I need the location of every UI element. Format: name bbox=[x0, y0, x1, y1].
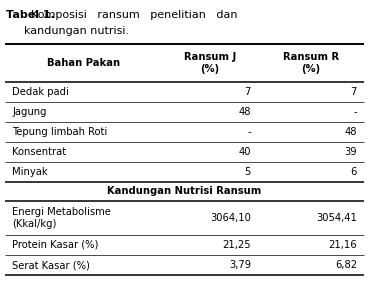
Text: 7: 7 bbox=[351, 87, 357, 97]
Text: 40: 40 bbox=[238, 147, 251, 157]
Text: Kandungan Nutrisi Ransum: Kandungan Nutrisi Ransum bbox=[107, 186, 262, 197]
Text: Jagung: Jagung bbox=[12, 107, 46, 117]
Text: 5: 5 bbox=[245, 167, 251, 177]
Text: Tepung limbah Roti: Tepung limbah Roti bbox=[12, 127, 107, 137]
Text: Ransum R
(%): Ransum R (%) bbox=[283, 52, 339, 74]
Text: 6: 6 bbox=[351, 167, 357, 177]
Text: 48: 48 bbox=[345, 127, 357, 137]
Text: 3054,41: 3054,41 bbox=[316, 213, 357, 223]
Text: Tabel 1.: Tabel 1. bbox=[6, 10, 55, 20]
Text: kandungan nutrisi.: kandungan nutrisi. bbox=[24, 26, 129, 36]
Text: 3,79: 3,79 bbox=[229, 260, 251, 270]
Text: Komposisi   ransum   penelitian   dan: Komposisi ransum penelitian dan bbox=[24, 10, 237, 20]
Text: 6,82: 6,82 bbox=[335, 260, 357, 270]
Text: Bahan Pakan: Bahan Pakan bbox=[47, 58, 120, 68]
Text: Ransum J
(%): Ransum J (%) bbox=[184, 52, 236, 74]
Text: 21,16: 21,16 bbox=[328, 240, 357, 250]
Text: Minyak: Minyak bbox=[12, 167, 48, 177]
Text: Dedak padi: Dedak padi bbox=[12, 87, 69, 97]
Text: Konsentrat: Konsentrat bbox=[12, 147, 66, 157]
Text: -: - bbox=[247, 127, 251, 137]
Text: 39: 39 bbox=[344, 147, 357, 157]
Text: -: - bbox=[354, 107, 357, 117]
Text: 48: 48 bbox=[238, 107, 251, 117]
Text: Energi Metabolisme
(Kkal/kg): Energi Metabolisme (Kkal/kg) bbox=[12, 207, 111, 229]
Text: 21,25: 21,25 bbox=[223, 240, 251, 250]
Text: 7: 7 bbox=[245, 87, 251, 97]
Text: 3064,10: 3064,10 bbox=[210, 213, 251, 223]
Text: Protein Kasar (%): Protein Kasar (%) bbox=[12, 240, 99, 250]
Text: Serat Kasar (%): Serat Kasar (%) bbox=[12, 260, 90, 270]
